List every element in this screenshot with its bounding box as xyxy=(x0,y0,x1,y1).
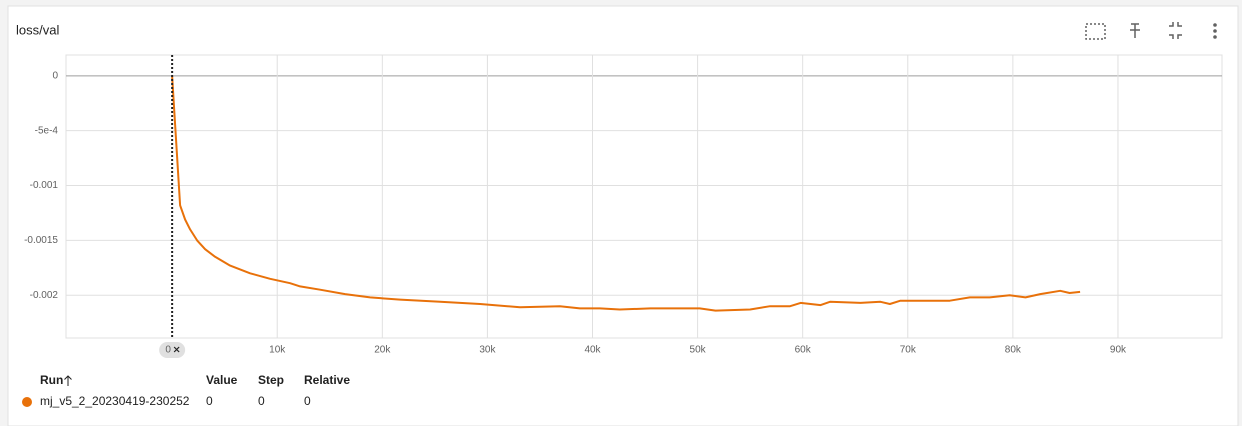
pin-button[interactable] xyxy=(1130,23,1140,38)
y-tick-label: -5e-4 xyxy=(35,125,59,136)
chart-title: loss/val xyxy=(16,22,59,37)
x-tick-label: 80k xyxy=(1005,345,1022,356)
x-tick-label: 30k xyxy=(479,345,496,356)
card-bg xyxy=(7,5,1239,426)
series-line xyxy=(171,75,1081,312)
collapse-button[interactable] xyxy=(1169,22,1182,39)
x-tick-label: 20k xyxy=(374,345,391,356)
header-run[interactable]: Run xyxy=(40,373,63,387)
y-tick-label: -0.001 xyxy=(30,180,59,191)
y-tick-label: -0.002 xyxy=(30,290,59,301)
cursor-close-icon xyxy=(173,346,180,353)
sort-arrow xyxy=(64,375,72,386)
run-table-header: Run Value Step Relative xyxy=(40,373,350,387)
run-value: 0 xyxy=(206,394,213,408)
x-tick-label: 90k xyxy=(1110,345,1127,356)
x-tick-label: 40k xyxy=(584,345,601,356)
x-tick-label: 50k xyxy=(690,345,707,356)
header-relative: Relative xyxy=(304,373,350,387)
cursor-badge xyxy=(159,342,186,358)
run-name: mj_v5_2_20230419-230252 xyxy=(40,394,190,408)
toolbar xyxy=(1085,22,1217,40)
x-tick-label: 10k xyxy=(269,345,286,356)
fit-domain-button[interactable] xyxy=(1085,23,1106,40)
run-color xyxy=(22,397,32,407)
cursor-step-label: 0 xyxy=(165,345,171,356)
y-tick-label: -0.0015 xyxy=(24,235,58,246)
more-button[interactable] xyxy=(1213,23,1217,39)
header-step: Step xyxy=(258,373,284,387)
run-relative: 0 xyxy=(304,394,311,408)
x-tick-label: 70k xyxy=(900,345,917,356)
header-value: Value xyxy=(206,373,238,387)
plot-frame xyxy=(65,54,1223,339)
x-tick-label: 60k xyxy=(795,345,812,356)
run-row: mj_v5_2_20230419-230252 0 0 0 xyxy=(22,394,311,408)
y-tick-label: 0 xyxy=(52,70,58,81)
run-step: 0 xyxy=(258,394,265,408)
